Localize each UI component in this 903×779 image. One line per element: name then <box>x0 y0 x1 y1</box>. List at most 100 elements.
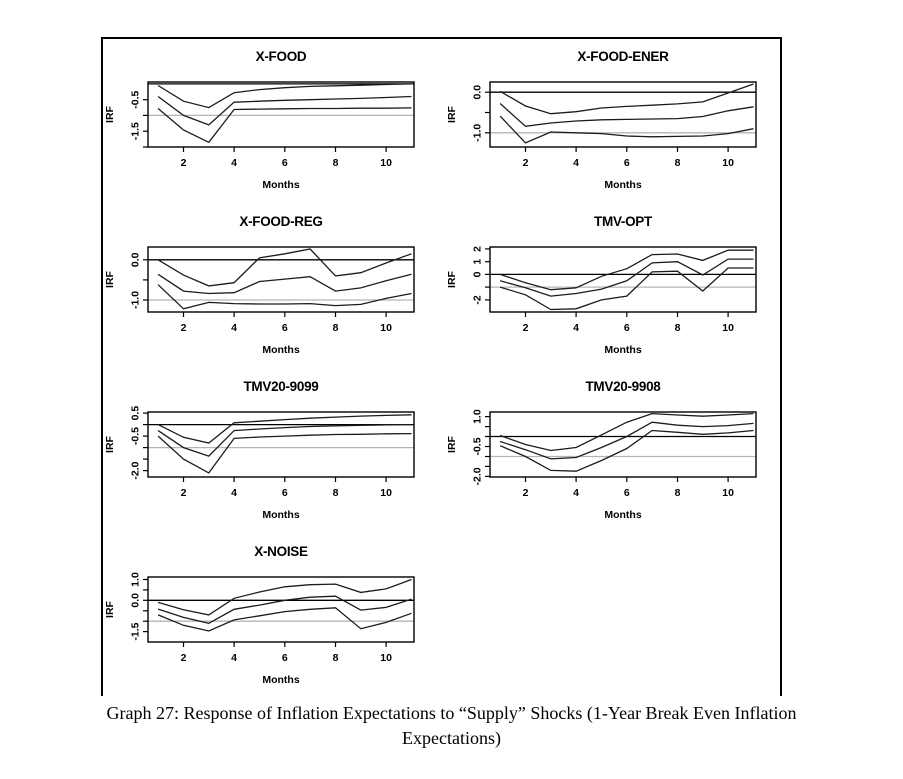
chart-cell-x-noise: 1.0 0.0 -1.5 2 4 6 8 10 X-NOISE Months IRF <box>100 530 442 695</box>
chart-tmv20-9099: 0.5 -0.5 -2.0 2 4 6 8 10 TMV20-9099 Months IRF <box>104 379 415 521</box>
x-tick-label: 10 <box>722 157 734 169</box>
x-tick-label: 4 <box>231 322 237 334</box>
x-tick-label: 8 <box>675 322 681 334</box>
x-axis-label: Months <box>262 344 299 356</box>
chart-title: TMV20-9099 <box>243 379 318 394</box>
x-axis-label: Months <box>262 674 299 686</box>
x-tick-label: 4 <box>573 157 579 169</box>
series-upper-band <box>157 414 412 444</box>
x-tick-label: 2 <box>523 487 529 499</box>
y-tick-label: 1 <box>472 259 484 265</box>
plot-box <box>147 411 415 478</box>
chart-title: TMV20-9908 <box>585 379 661 394</box>
series-upper-band <box>157 248 412 287</box>
series-point-estimate <box>157 423 412 457</box>
x-tick-label: 2 <box>181 322 187 334</box>
x-axis-label: Months <box>262 509 299 521</box>
chart-title: X-FOOD-ENER <box>577 49 669 64</box>
y-tick-label: 1.0 <box>130 572 142 587</box>
series-upper-band <box>157 83 412 109</box>
chart-x-food-ener: 0.0 -1.0 2 4 6 8 10 X-FOOD-ENER Months IRF <box>446 49 757 191</box>
plot-box <box>489 411 757 478</box>
series-point-estimate <box>157 595 412 624</box>
y-tick-label: -0.5 <box>472 437 484 455</box>
series-upper-band <box>499 412 754 452</box>
y-tick-label: 0.5 <box>130 406 142 421</box>
chart-title: TMV-OPT <box>594 214 653 229</box>
x-tick-label: 4 <box>573 322 579 334</box>
series-point-estimate <box>157 273 412 295</box>
y-tick-label: 0 <box>472 271 484 277</box>
x-axis-label: Months <box>604 509 641 521</box>
y-tick-label: -2.0 <box>130 461 142 479</box>
y-tick-label: -1.5 <box>130 122 142 140</box>
series-lower-band <box>157 107 412 144</box>
x-tick-label: 6 <box>282 157 288 169</box>
chart-x-noise: 1.0 0.0 -1.5 2 4 6 8 10 X-NOISE Months IRF <box>104 544 415 686</box>
series-lower-band <box>499 267 754 311</box>
x-tick-label: 10 <box>380 157 392 169</box>
x-tick-label: 2 <box>181 652 187 664</box>
y-axis-label: IRF <box>104 270 116 288</box>
x-tick-label: 8 <box>675 487 681 499</box>
y-axis-label: IRF <box>446 270 458 288</box>
series-upper-band <box>157 578 412 616</box>
x-tick-label: 6 <box>624 322 630 334</box>
chart-x-food-reg: 0.0 -1.0 2 4 6 8 10 X-FOOD-REG Months IRF <box>104 214 415 356</box>
y-tick-label: -2.0 <box>472 467 484 485</box>
series-upper-band <box>499 83 754 115</box>
chart-cell-x-food-ener: 0.0 -1.0 2 4 6 8 10 X-FOOD-ENER Months IRF <box>442 35 784 200</box>
x-tick-label: 4 <box>231 157 237 169</box>
series-point-estimate <box>499 258 754 297</box>
chart-cell-tmv20-9908: 1.0 -0.5 -2.0 2 4 6 8 10 TMV20-9908 Months IRF <box>442 365 784 530</box>
y-tick-label: 0.0 <box>472 85 484 100</box>
x-tick-label: 8 <box>333 157 339 169</box>
y-tick-label: -0.5 <box>130 90 142 108</box>
series-lower-band <box>499 115 754 144</box>
x-tick-label: 6 <box>282 487 288 499</box>
x-axis-label: Months <box>604 179 641 191</box>
y-tick-label: -1.0 <box>472 124 484 142</box>
x-tick-label: 10 <box>380 652 392 664</box>
x-tick-label: 4 <box>573 487 579 499</box>
series-lower-band <box>157 284 412 310</box>
x-tick-label: 8 <box>333 322 339 334</box>
y-axis-label: IRF <box>104 105 116 123</box>
y-tick-label: 2 <box>472 246 484 252</box>
y-tick-label: 1.0 <box>472 409 484 424</box>
x-tick-label: 10 <box>722 322 734 334</box>
x-tick-label: 8 <box>333 487 339 499</box>
y-tick-label: -1.0 <box>130 291 142 309</box>
plot-box <box>147 576 415 643</box>
y-tick-label: -1.5 <box>130 622 142 640</box>
x-axis-label: Months <box>604 344 641 356</box>
figure-caption-line-2: Expectations) <box>402 728 501 748</box>
y-axis-label: IRF <box>446 105 458 123</box>
x-tick-label: 2 <box>523 157 529 169</box>
chart-cell-x-food-reg: 0.0 -1.0 2 4 6 8 10 X-FOOD-REG Months IRF <box>100 200 442 365</box>
chart-cell-tmv20-9099: 0.5 -0.5 -2.0 2 4 6 8 10 TMV20-9099 Months IRF <box>100 365 442 530</box>
y-tick-label: -2 <box>472 295 484 304</box>
plot-box <box>489 246 757 313</box>
x-axis-label: Months <box>262 179 299 191</box>
series-point-estimate <box>499 103 754 127</box>
x-tick-label: 6 <box>624 487 630 499</box>
series-upper-band <box>499 249 754 291</box>
x-tick-label: 2 <box>181 157 187 169</box>
chart-tmv20-9908: 1.0 -0.5 -2.0 2 4 6 8 10 TMV20-9908 Months IRF <box>446 379 757 521</box>
series-point-estimate <box>499 421 754 460</box>
figure-frame <box>101 37 782 696</box>
x-tick-label: 8 <box>675 157 681 169</box>
x-tick-label: 8 <box>333 652 339 664</box>
chart-cell-x-food: -0.5 -1.5 2 4 6 8 10 X-FOOD Months IRF <box>100 35 442 200</box>
plot-box <box>489 81 757 148</box>
y-axis-label: IRF <box>104 600 116 618</box>
figure-caption-line-1: Graph 27: Response of Inflation Expectat… <box>106 703 797 723</box>
y-axis-label: IRF <box>446 435 458 453</box>
x-tick-label: 2 <box>181 487 187 499</box>
y-tick-label: -0.5 <box>130 427 142 445</box>
chart-cell-tmv-opt: 2 1 0 -2 2 4 6 8 10 TMV-OPT Months IRF <box>442 200 784 365</box>
x-tick-label: 10 <box>722 487 734 499</box>
